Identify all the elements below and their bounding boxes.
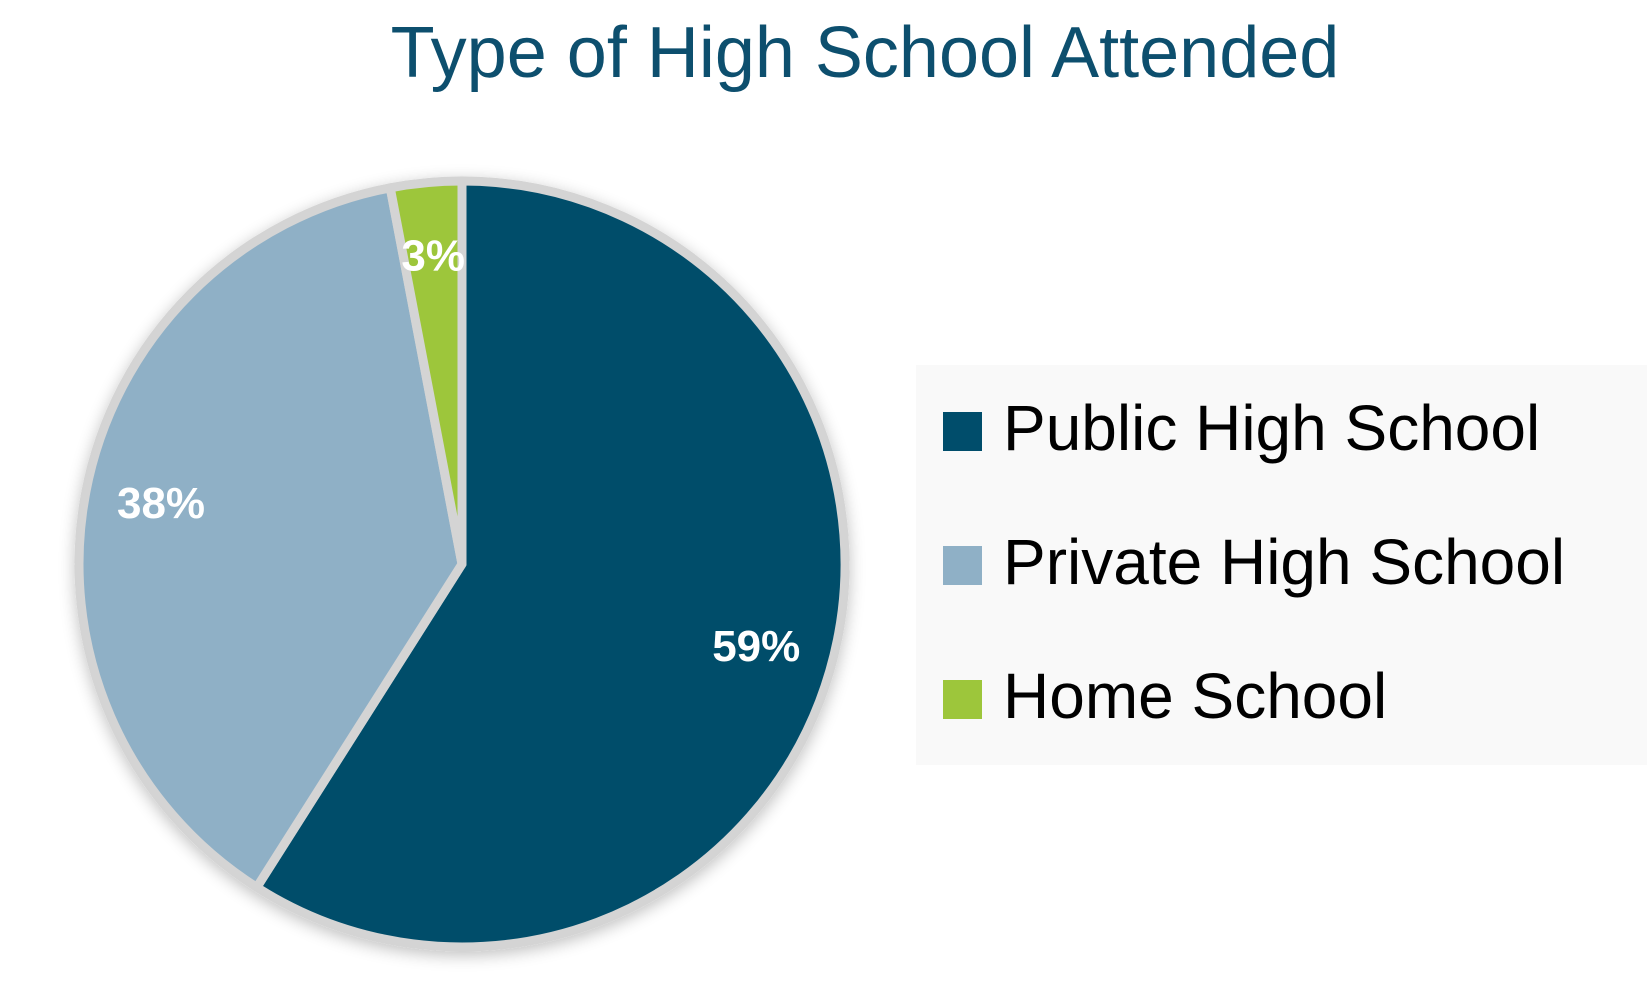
pie-slice	[252, 176, 850, 952]
data-label: 59%	[712, 622, 800, 671]
legend-label: Private High School	[1003, 526, 1565, 598]
pie-slice	[385, 176, 467, 569]
chart-title: Type of High School Attended	[391, 13, 1340, 93]
legend-swatch	[943, 546, 982, 585]
pie	[74, 176, 850, 952]
legend-label: Public High School	[1003, 392, 1540, 464]
data-label: 3%	[401, 232, 465, 281]
legend-swatch	[943, 680, 982, 719]
legend-box	[916, 365, 1647, 765]
pie-slice	[74, 183, 467, 892]
legend-label: Home School	[1003, 660, 1387, 732]
legend-swatch	[943, 412, 982, 451]
data-label: 38%	[117, 479, 205, 528]
